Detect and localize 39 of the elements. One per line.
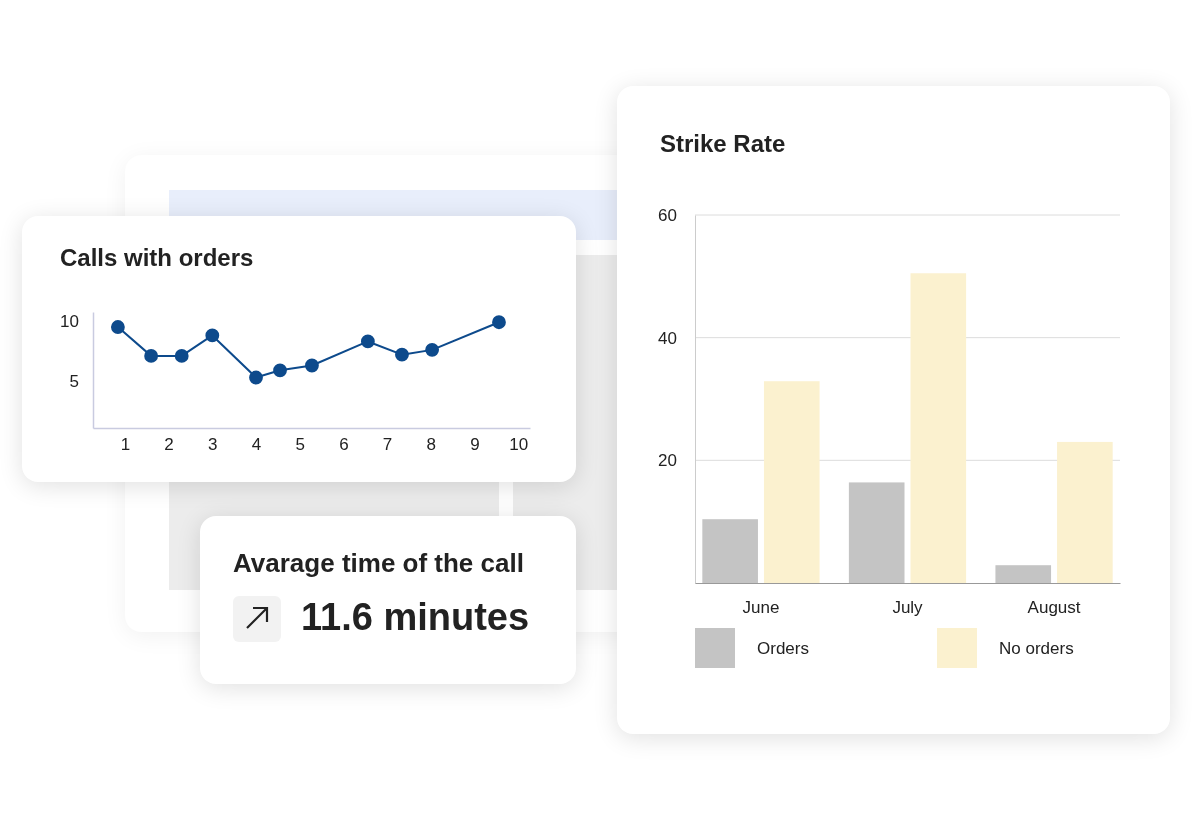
- bar: [995, 565, 1052, 583]
- x-tick-label: 10: [509, 435, 529, 455]
- chart-title: Strike Rate: [660, 130, 786, 158]
- text: Avarage time of the call: [233, 548, 524, 579]
- point: [305, 358, 319, 373]
- text: 11.6 minutes: [301, 596, 530, 639]
- point: [205, 328, 220, 343]
- x-tick-label: 3: [208, 435, 218, 455]
- point: [249, 370, 263, 385]
- chart-title: Calls with orders: [60, 244, 254, 272]
- point: [395, 347, 409, 362]
- point: [360, 334, 375, 349]
- x-tick-label: June: [742, 598, 780, 618]
- point: [425, 342, 440, 357]
- y-tick-label: 40: [658, 328, 677, 348]
- point: [273, 363, 287, 378]
- x-tick-label: 7: [382, 435, 393, 455]
- x-tick-label: July: [892, 598, 924, 618]
- x-tick-label: August: [1027, 598, 1081, 618]
- x-tick-label: 6: [339, 435, 349, 455]
- point: [144, 348, 159, 363]
- bar: [1057, 441, 1113, 583]
- point: [492, 315, 506, 330]
- x-tick-label: 5: [295, 435, 305, 455]
- point: [111, 320, 125, 334]
- x-tick-label: 8: [426, 435, 437, 455]
- bar: [910, 273, 967, 583]
- x-tick-label: 4: [251, 435, 262, 455]
- x-tick-label: 2: [164, 435, 174, 455]
- y-tick-label: 60: [658, 205, 677, 225]
- point: [174, 348, 189, 363]
- bar: [848, 482, 905, 583]
- legend-label: Orders: [757, 639, 809, 658]
- y-tick-label: 20: [658, 451, 677, 471]
- bar: [702, 519, 758, 583]
- legend-label: No orders: [999, 639, 1074, 658]
- x-tick-label: 1: [120, 435, 131, 455]
- x-tick-label: 9: [470, 435, 480, 455]
- bar: [763, 381, 820, 583]
